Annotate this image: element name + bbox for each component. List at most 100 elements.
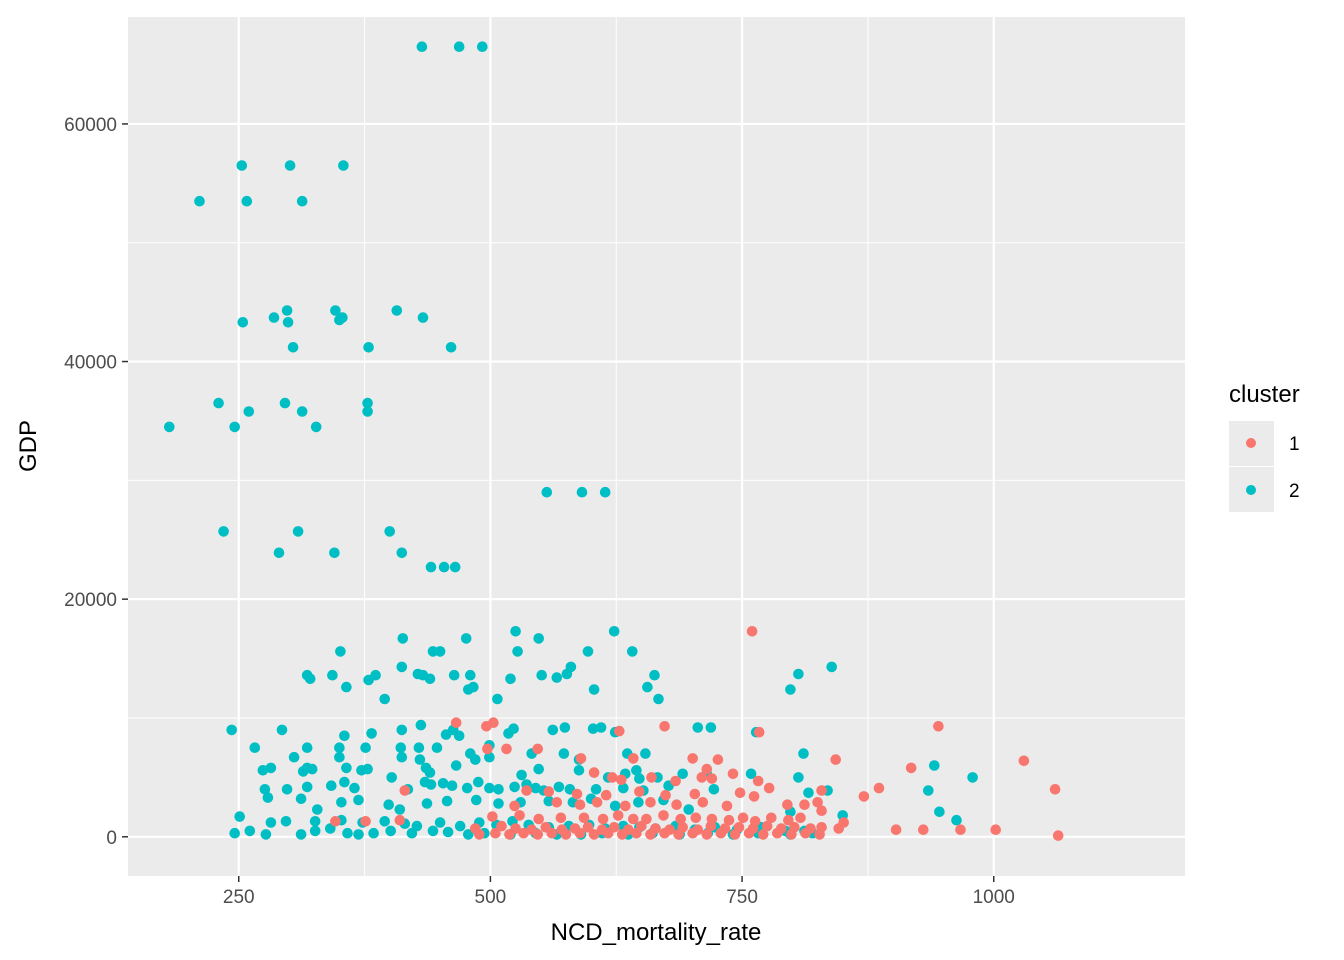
x-tick-label: 1000 — [973, 887, 1015, 908]
data-point-cluster-2 — [229, 421, 240, 433]
data-point-cluster-2 — [282, 317, 294, 328]
data-point-cluster-1 — [575, 753, 587, 764]
data-point-cluster-2 — [785, 684, 796, 695]
data-point-cluster-1 — [1052, 830, 1064, 841]
data-point-cluster-2 — [384, 526, 396, 537]
data-point-cluster-2 — [449, 561, 461, 573]
data-point-cluster-1 — [687, 827, 698, 839]
x-tick-label: 750 — [726, 887, 758, 908]
data-point-cluster-1 — [1018, 755, 1030, 767]
data-point-cluster-2 — [745, 768, 757, 780]
data-point-cluster-2 — [237, 317, 249, 328]
data-point-cluster-2 — [249, 742, 261, 753]
data-point-cluster-2 — [406, 827, 418, 839]
data-point-cluster-2 — [226, 724, 237, 736]
data-point-cluster-2 — [336, 797, 347, 808]
data-point-cluster-2 — [705, 722, 717, 733]
data-point-cluster-2 — [460, 633, 472, 644]
data-point-cluster-1 — [606, 772, 618, 783]
data-point-cluster-1 — [571, 788, 583, 800]
data-point-cluster-1 — [757, 829, 769, 840]
data-point-cluster-2 — [265, 762, 277, 774]
data-point-cluster-1 — [670, 775, 681, 787]
data-point-cluster-1 — [628, 813, 639, 825]
data-point-cluster-2 — [473, 776, 484, 788]
data-point-cluster-2 — [438, 561, 450, 573]
data-point-cluster-1 — [360, 816, 371, 827]
data-point-cluster-2 — [363, 342, 374, 353]
data-point-cluster-1 — [795, 812, 806, 824]
data-point-cluster-2 — [465, 669, 476, 681]
data-point-cluster-2 — [341, 681, 352, 693]
y-tick-label: 20000 — [64, 590, 117, 611]
data-point-cluster-1 — [631, 827, 642, 839]
data-point-cluster-2 — [425, 561, 437, 573]
data-point-cluster-2 — [492, 693, 503, 705]
data-point-cluster-1 — [614, 725, 625, 737]
y-tick-label: 40000 — [64, 353, 117, 374]
data-point-cluster-2 — [599, 486, 611, 498]
data-point-cluster-1 — [933, 721, 944, 732]
data-point-cluster-1 — [918, 824, 929, 835]
data-point-cluster-1 — [753, 726, 765, 738]
y-tick-label: 0 — [106, 828, 117, 849]
data-point-cluster-1 — [574, 799, 586, 810]
data-point-cluster-2 — [362, 406, 373, 417]
data-point-cluster-1 — [617, 829, 628, 840]
data-point-cluster-1 — [772, 827, 783, 839]
data-point-cluster-1 — [634, 786, 645, 797]
data-point-cluster-1 — [673, 829, 684, 840]
data-point-cluster-1 — [858, 791, 870, 802]
data-point-cluster-2 — [967, 772, 978, 783]
data-point-cluster-2 — [434, 817, 446, 828]
data-point-cluster-2 — [327, 669, 338, 681]
data-point-cluster-2 — [582, 646, 594, 657]
data-point-cluster-2 — [330, 305, 341, 316]
data-point-cluster-2 — [484, 782, 495, 794]
data-point-cluster-1 — [555, 812, 567, 824]
data-point-cluster-1 — [752, 775, 764, 787]
data-point-cluster-2 — [329, 547, 340, 559]
data-point-cluster-2 — [468, 681, 479, 693]
data-point-cluster-1 — [394, 814, 406, 826]
data-point-cluster-2 — [243, 406, 255, 417]
data-point-cluster-1 — [799, 799, 810, 810]
data-point-cluster-2 — [608, 626, 620, 637]
data-point-cluster-2 — [677, 768, 688, 780]
data-point-cluster-1 — [518, 827, 529, 839]
data-point-cluster-1 — [675, 813, 686, 825]
data-point-cluster-2 — [509, 781, 520, 793]
data-point-cluster-2 — [417, 312, 429, 323]
data-point-cluster-1 — [533, 813, 544, 825]
data-point-cluster-2 — [391, 305, 403, 316]
data-point-cluster-1 — [588, 767, 600, 778]
data-point-cluster-2 — [627, 646, 638, 657]
data-point-cluster-2 — [649, 669, 660, 681]
data-point-cluster-2 — [366, 728, 377, 739]
data-point-cluster-2 — [304, 673, 316, 685]
data-point-cluster-2 — [587, 723, 599, 734]
data-point-cluster-2 — [463, 829, 474, 840]
data-point-cluster-1 — [727, 768, 739, 780]
data-point-cluster-1 — [833, 823, 844, 834]
data-point-cluster-2 — [383, 799, 395, 810]
data-point-cluster-2 — [338, 160, 349, 171]
data-point-cluster-2 — [415, 719, 427, 731]
data-point-cluster-2 — [296, 195, 308, 207]
data-point-cluster-2 — [362, 763, 373, 775]
data-point-cluster-2 — [441, 795, 453, 807]
data-point-cluster-1 — [783, 814, 794, 826]
data-point-cluster-2 — [339, 730, 350, 742]
data-point-cluster-2 — [530, 782, 541, 794]
data-point-cluster-1 — [814, 829, 825, 840]
data-point-cluster-2 — [421, 798, 433, 809]
data-point-cluster-2 — [633, 797, 644, 808]
data-point-cluster-1 — [578, 812, 590, 824]
data-point-cluster-2 — [533, 633, 544, 644]
data-point-cluster-2 — [295, 793, 307, 805]
data-point-cluster-2 — [929, 760, 940, 771]
data-point-cluster-2 — [510, 626, 521, 637]
data-point-cluster-2 — [288, 751, 300, 763]
y-tick-label: 60000 — [64, 115, 117, 136]
